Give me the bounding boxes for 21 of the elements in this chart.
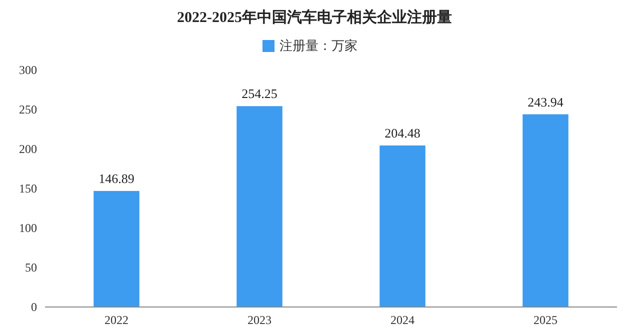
bar [380, 145, 426, 307]
data-label: 204.48 [384, 125, 420, 140]
data-label: 254.25 [242, 86, 278, 102]
y-tick-label: 200 [19, 142, 37, 156]
data-label: 243.94 [528, 94, 564, 110]
x-tick-label: 2024 [390, 313, 414, 327]
data-label: 146.89 [98, 170, 134, 186]
bar [94, 190, 140, 307]
bar [522, 114, 568, 307]
y-tick-label: 300 [19, 63, 37, 78]
legend-label: 注册量：万家 [280, 38, 358, 53]
chart-title: 2022-2025年中国汽车电子相关企业注册量 [177, 8, 452, 26]
bar [236, 106, 282, 307]
x-tick-label: 2022 [104, 313, 128, 327]
x-tick-label: 2023 [248, 313, 272, 327]
y-tick-label: 150 [19, 182, 37, 196]
y-tick-label: 0 [31, 300, 37, 314]
x-tick-label: 2025 [534, 313, 558, 327]
y-tick-label: 100 [19, 221, 37, 236]
y-tick-label: 50 [25, 260, 37, 275]
y-tick-label: 250 [19, 102, 37, 117]
